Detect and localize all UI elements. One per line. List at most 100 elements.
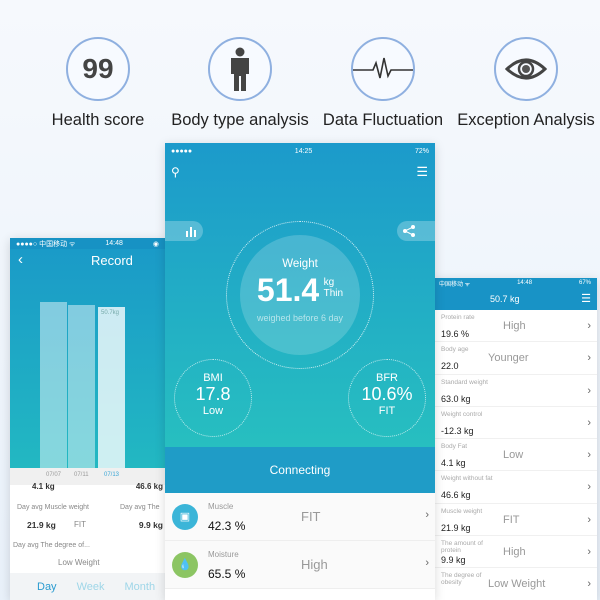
stat-status: FIT — [74, 520, 86, 529]
stat-value: 21.9 kg — [27, 520, 56, 530]
status-time: 14:25 — [294, 147, 313, 155]
detail-status: Low Weight — [488, 578, 546, 591]
stat-value: 9.9 kg — [138, 520, 163, 530]
detail-row[interactable]: Weight without fat 46.6 kg › — [433, 471, 597, 504]
detail-row[interactable]: Muscle weight 21.9 kg FIT › — [433, 504, 597, 537]
metric-label: Muscle — [208, 502, 234, 511]
status-battery: 72% — [414, 147, 429, 155]
tab-month[interactable]: Month — [124, 580, 156, 593]
chevron-right-icon: › — [425, 509, 429, 521]
feature-label: Body type analysis — [171, 111, 309, 129]
detail-value: 22.0 — [441, 361, 459, 372]
menu-icon[interactable]: ☰ — [581, 293, 591, 305]
detail-label: Muscle weight — [441, 507, 483, 515]
pulse-icon — [351, 37, 415, 101]
chevron-right-icon: › — [587, 416, 591, 429]
status-icon: ◉ — [152, 240, 159, 248]
metric-row[interactable]: ▣ Muscle 42.3 % FIT › — [165, 493, 435, 541]
date-axis: 07/07 07/11 07/13 — [10, 468, 165, 485]
back-icon[interactable]: ‹ — [18, 251, 23, 268]
detail-value: 9.9 kg — [441, 555, 466, 566]
chart-button[interactable] — [165, 221, 203, 241]
feature-data-fluctuation: Data Fluctuation — [313, 37, 453, 130]
bfr-status: FIT — [378, 405, 396, 417]
share-button[interactable] — [397, 221, 435, 241]
weight-bar-chart: 50.7kg — [10, 238, 165, 468]
status-battery: 67% — [578, 280, 591, 286]
tab-day[interactable]: Day — [37, 580, 57, 593]
chevron-right-icon: › — [587, 352, 591, 365]
detail-label: Protein rate — [441, 314, 475, 321]
person-icon — [208, 37, 272, 101]
detail-label: Weight control — [441, 410, 483, 418]
feature-label: Exception Analysis — [457, 111, 595, 129]
detail-row[interactable]: Body age 22.0 Younger › — [433, 342, 597, 375]
detail-status: High — [503, 546, 526, 559]
bmi-label: BMI — [203, 372, 223, 384]
metric-icon: ▣ — [172, 504, 198, 530]
status-signal: ●●●●● — [171, 147, 193, 155]
detail-row[interactable]: Standard weight 63.0 kg › — [433, 375, 597, 407]
score-icon: 99 — [66, 37, 130, 101]
weight-label: Weight — [282, 258, 318, 270]
detail-value: 19.6 % — [441, 329, 470, 339]
metric-label: Moisture — [208, 550, 239, 559]
detail-row[interactable]: Protein rate 19.6 % High › — [433, 310, 597, 343]
home-screen: ●●●●● 14:25 72% ⚲ ☰ Weight 51.4 kg Thin wei… — [165, 143, 435, 600]
tab-week[interactable]: Week — [76, 580, 105, 593]
metric-row[interactable]: 💧 Moisture 65.5 % High › — [165, 541, 435, 589]
detail-value: 21.9 kg — [441, 522, 471, 533]
chevron-right-icon: › — [425, 557, 429, 569]
page-title: Record — [91, 253, 133, 268]
weight-unit: kg — [323, 277, 335, 288]
status-time: 14:48 — [105, 240, 123, 247]
date-label: 07/13 — [104, 472, 120, 478]
detail-label: Weight without fat — [441, 475, 493, 483]
weight-value: 51.4 — [256, 272, 320, 308]
chevron-right-icon: › — [587, 449, 591, 462]
stat-label: Day avg Muscle weight — [17, 504, 89, 511]
detail-value: 63.0 kg — [441, 393, 471, 404]
detail-value: 46.6 kg — [441, 490, 471, 501]
feature-exception-analysis: Exception Analysis — [456, 37, 596, 130]
detail-label: Standard weight — [441, 378, 488, 386]
chevron-right-icon: › — [587, 320, 591, 332]
detail-row[interactable]: The degree of obesity Low Weight › — [433, 568, 597, 600]
weight-note: weighed before 6 day — [256, 313, 344, 323]
bar-07/07[interactable] — [40, 301, 67, 468]
detail-row[interactable]: Weight control -12.3 kg › — [433, 407, 597, 440]
detail-label: Body age — [441, 346, 469, 354]
bar-chart-icon — [186, 227, 196, 237]
detail-row[interactable]: The amount of protein 9.9 kg High › — [433, 536, 597, 569]
bar-07/11[interactable] — [68, 304, 95, 468]
detail-status: Younger — [488, 352, 529, 365]
feature-label: Health score — [51, 111, 145, 129]
date-label: 07/07 — [46, 472, 62, 478]
metric-value: 65.5 % — [208, 567, 246, 581]
bmi-value: 17.8 — [195, 384, 231, 404]
detail-label: The degree of obesity — [441, 572, 482, 587]
chevron-right-icon: › — [587, 513, 591, 526]
metric-status: High — [301, 557, 328, 572]
bmi-status: Low — [202, 405, 224, 417]
detail-row[interactable]: Body Fat 4.1 kg Low › — [433, 439, 597, 472]
detail-status: FIT — [503, 513, 520, 526]
weight-status: Thin — [323, 288, 344, 299]
date-label: 07/11 — [74, 472, 89, 478]
chevron-right-icon: › — [587, 481, 591, 494]
detail-label: Body Fat — [441, 443, 468, 451]
stat-label: Day avg The — [120, 504, 160, 511]
record-screen: ●●●●○ 中国移动 ᯤ 14:48 ◉ ‹ Record 50.7kg 07/07… — [10, 238, 165, 600]
status-carrier: ●●●●○ 中国移动 ᯤ — [16, 240, 76, 248]
metric-status: FIT — [301, 509, 321, 524]
detail-status: Low — [503, 449, 524, 462]
user-icon[interactable]: ⚲ — [171, 165, 180, 179]
feature-body-type: Body type analysis — [170, 37, 310, 130]
connecting-bar[interactable]: Connecting — [165, 447, 435, 493]
cut-value: 4.1 kg — [32, 482, 55, 491]
score-icon-text: 99 — [82, 53, 114, 84]
bar-07/13[interactable] — [98, 307, 125, 468]
detail-value: 4.1 kg — [441, 458, 466, 469]
stat-label: Day avg The degree of... — [13, 542, 90, 549]
menu-icon[interactable]: ☰ — [416, 164, 428, 179]
